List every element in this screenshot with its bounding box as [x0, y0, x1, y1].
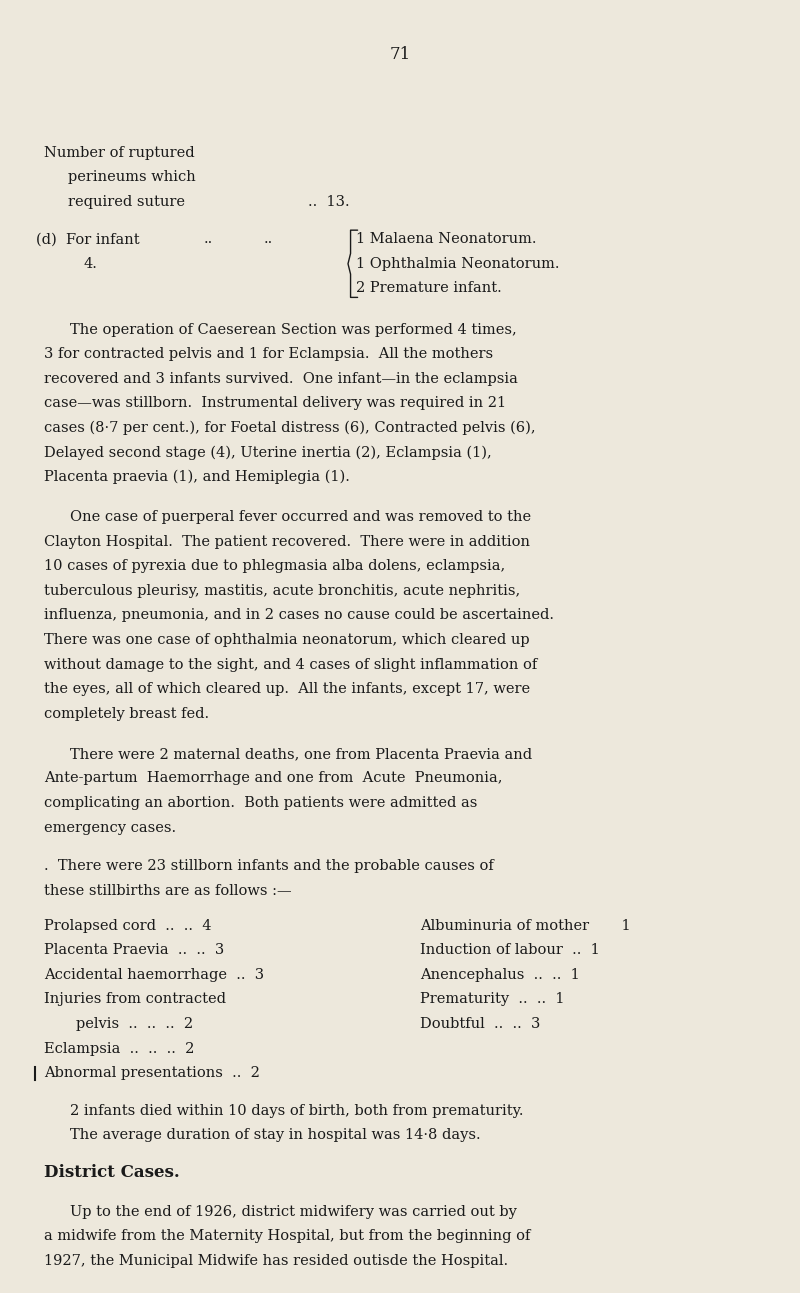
Text: required suture: required suture [68, 195, 185, 208]
Text: these stillbirths are as follows :—: these stillbirths are as follows :— [44, 884, 292, 897]
Text: Placenta praevia (1), and Hemiplegia (1).: Placenta praevia (1), and Hemiplegia (1)… [44, 469, 350, 485]
Text: perineums which: perineums which [68, 171, 196, 184]
Text: ..  13.: .. 13. [308, 195, 350, 208]
Text: emergency cases.: emergency cases. [44, 821, 176, 834]
Text: 2 Premature infant.: 2 Premature infant. [356, 282, 502, 295]
Text: 71: 71 [390, 45, 410, 63]
Text: (d)  For infant: (d) For infant [36, 233, 140, 246]
Text: One case of puerperal fever occurred and was removed to the: One case of puerperal fever occurred and… [70, 511, 531, 524]
Text: completely breast fed.: completely breast fed. [44, 707, 209, 720]
Text: Clayton Hospital.  The patient recovered.  There were in addition: Clayton Hospital. The patient recovered.… [44, 535, 530, 548]
Text: There was one case of ophthalmia neonatorum, which cleared up: There was one case of ophthalmia neonato… [44, 634, 530, 646]
Text: Delayed second stage (4), Uterine inertia (2), Eclampsia (1),: Delayed second stage (4), Uterine inerti… [44, 445, 492, 460]
Text: 3 for contracted pelvis and 1 for Eclampsia.  All the mothers: 3 for contracted pelvis and 1 for Eclamp… [44, 348, 493, 361]
Text: complicating an abortion.  Both patients were admitted as: complicating an abortion. Both patients … [44, 796, 478, 809]
Text: Accidental haemorrhage  ..  3: Accidental haemorrhage .. 3 [44, 968, 264, 981]
Text: Prematurity  ..  ..  1: Prematurity .. .. 1 [420, 993, 565, 1006]
Text: The average duration of stay in hospital was 14·8 days.: The average duration of stay in hospital… [70, 1129, 481, 1142]
Text: Anencephalus  ..  ..  1: Anencephalus .. .. 1 [420, 968, 580, 981]
Text: Prolapsed cord  ..  ..  4: Prolapsed cord .. .. 4 [44, 919, 211, 932]
Text: pelvis  ..  ..  ..  2: pelvis .. .. .. 2 [76, 1018, 193, 1031]
Text: Induction of labour  ..  1: Induction of labour .. 1 [420, 944, 600, 957]
Text: without damage to the sight, and 4 cases of slight inflammation of: without damage to the sight, and 4 cases… [44, 658, 538, 671]
Text: case—was stillborn.  Instrumental delivery was required in 21: case—was stillborn. Instrumental deliver… [44, 397, 506, 410]
Text: Eclampsia  ..  ..  ..  2: Eclampsia .. .. .. 2 [44, 1042, 194, 1055]
Text: The operation of Caeserean Section was performed 4 times,: The operation of Caeserean Section was p… [70, 323, 517, 336]
Text: 1 Malaena Neonatorum.: 1 Malaena Neonatorum. [356, 233, 537, 246]
Text: Number of ruptured: Number of ruptured [44, 146, 194, 159]
Text: Albuminuria of mother       1: Albuminuria of mother 1 [420, 919, 630, 932]
Text: cases (8·7 per cent.), for Foetal distress (6), Contracted pelvis (6),: cases (8·7 per cent.), for Foetal distre… [44, 420, 536, 436]
Text: Doubtful  ..  ..  3: Doubtful .. .. 3 [420, 1018, 540, 1031]
Text: .  There were 23 stillborn infants and the probable causes of: . There were 23 stillborn infants and th… [44, 860, 494, 873]
Text: ..: .. [264, 233, 274, 246]
Text: 1 Ophthalmia Neonatorum.: 1 Ophthalmia Neonatorum. [356, 257, 559, 270]
Text: Up to the end of 1926, district midwifery was carried out by: Up to the end of 1926, district midwifer… [70, 1205, 518, 1218]
Text: 4.: 4. [84, 257, 98, 270]
Text: There were 2 maternal deaths, one from Placenta Praevia and: There were 2 maternal deaths, one from P… [70, 747, 533, 760]
Text: influenza, pneumonia, and in 2 cases no cause could be ascertained.: influenza, pneumonia, and in 2 cases no … [44, 609, 554, 622]
Text: ..: .. [204, 233, 214, 246]
Text: 2 infants died within 10 days of birth, both from prematurity.: 2 infants died within 10 days of birth, … [70, 1104, 524, 1117]
Text: Ante-partum  Haemorrhage and one from  Acute  Pneumonia,: Ante-partum Haemorrhage and one from Acu… [44, 772, 502, 785]
Text: Abnormal presentations  ..  2: Abnormal presentations .. 2 [44, 1067, 260, 1080]
Text: Placenta Praevia  ..  ..  3: Placenta Praevia .. .. 3 [44, 944, 224, 957]
Text: tuberculous pleurisy, mastitis, acute bronchitis, acute nephritis,: tuberculous pleurisy, mastitis, acute br… [44, 584, 520, 597]
Text: 1927, the Municipal Midwife has resided outisde the Hospital.: 1927, the Municipal Midwife has resided … [44, 1254, 508, 1267]
Text: Injuries from contracted: Injuries from contracted [44, 993, 226, 1006]
Text: District Cases.: District Cases. [44, 1164, 180, 1182]
Text: the eyes, all of which cleared up.  All the infants, except 17, were: the eyes, all of which cleared up. All t… [44, 683, 530, 696]
Text: 10 cases of pyrexia due to phlegmasia alba dolens, eclampsia,: 10 cases of pyrexia due to phlegmasia al… [44, 560, 506, 573]
Text: recovered and 3 infants survived.  One infant—in the eclampsia: recovered and 3 infants survived. One in… [44, 372, 518, 385]
Text: a midwife from the Maternity Hospital, but from the beginning of: a midwife from the Maternity Hospital, b… [44, 1230, 530, 1243]
